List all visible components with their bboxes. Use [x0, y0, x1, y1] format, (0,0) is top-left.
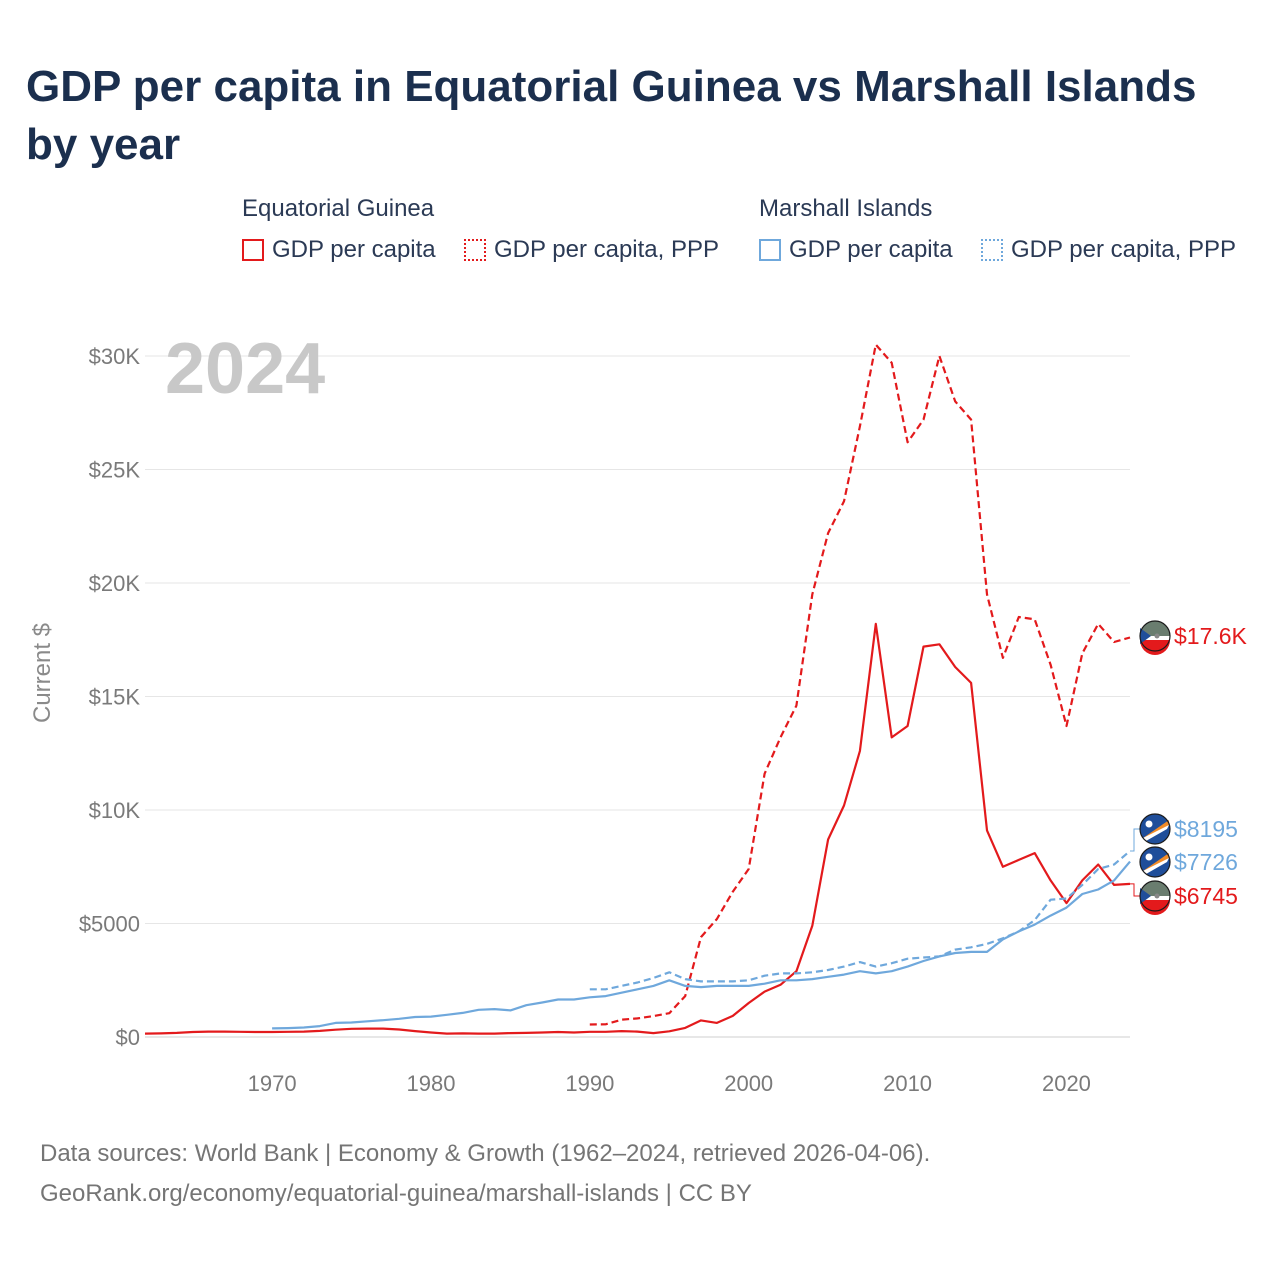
legend-label: GDP per capita: [272, 236, 436, 263]
end-value-label: $17.6K: [1174, 623, 1248, 649]
end-value-label: $8195: [1174, 816, 1238, 842]
x-tick-label: 2000: [724, 1071, 773, 1096]
marshall-islands-flag-icon: [1139, 813, 1171, 845]
x-tick-label: 2020: [1042, 1071, 1091, 1096]
y-tick-label: $20K: [89, 571, 141, 596]
end-value-label: $7726: [1174, 849, 1238, 875]
chart-title: GDP per capita in Equatorial Guinea vs M…: [26, 62, 1197, 169]
equatorial-guinea-flag-icon: [1139, 880, 1171, 915]
year-watermark: 2024: [165, 329, 325, 409]
y-tick-label: $0: [116, 1025, 140, 1050]
legend-label: GDP per capita: [789, 236, 953, 263]
marshall-islands-flag-icon: [1139, 846, 1171, 878]
x-tick-label: 2010: [883, 1071, 932, 1096]
legend-swatch-dotted: [464, 239, 486, 261]
legend-swatch-solid: [242, 239, 264, 261]
legend-group-marshall-islands: Marshall Islands: [759, 195, 933, 222]
y-tick-label: $10K: [89, 798, 141, 823]
legend-label: GDP per capita, PPP: [494, 236, 719, 263]
legend-swatch-dotted: [981, 239, 1003, 261]
legend-item-mh-gdp[interactable]: GDP per capita: [759, 236, 953, 264]
legend-group-equatorial-guinea: Equatorial Guinea: [242, 195, 435, 222]
x-tick-label: 1980: [406, 1071, 455, 1096]
series-line-1[interactable]: [589, 343, 1131, 1026]
footer-sources: Data sources: World Bank | Economy & Gro…: [40, 1140, 931, 1167]
y-tick-label: $25K: [89, 458, 141, 483]
x-tick-label: 1990: [565, 1071, 614, 1096]
equatorial-guinea-flag-icon: [1139, 620, 1171, 655]
end-value-label: $6745: [1174, 883, 1238, 909]
legend-item-eq-gdp-ppp[interactable]: GDP per capita, PPP: [464, 236, 719, 264]
legend-swatch-solid: [759, 239, 781, 261]
series-line-0[interactable]: [144, 622, 1131, 1035]
legend-label: GDP per capita, PPP: [1011, 236, 1236, 263]
x-tick-label: 1970: [248, 1071, 297, 1096]
legend-item-mh-gdp-ppp[interactable]: GDP per capita, PPP: [981, 236, 1236, 264]
y-tick-label: $15K: [89, 685, 141, 710]
y-tick-label: $5000: [79, 912, 140, 937]
y-axis-label: Current $: [29, 623, 56, 723]
label-leader: [1130, 828, 1140, 852]
series-line-2[interactable]: [272, 860, 1131, 1030]
legend-item-eq-gdp[interactable]: GDP per capita: [242, 236, 436, 264]
series-line-3[interactable]: [589, 850, 1131, 991]
y-tick-label: $30K: [89, 344, 141, 369]
label-leader: [1130, 883, 1140, 897]
footer-attribution[interactable]: GeoRank.org/economy/equatorial-guinea/ma…: [40, 1180, 752, 1207]
